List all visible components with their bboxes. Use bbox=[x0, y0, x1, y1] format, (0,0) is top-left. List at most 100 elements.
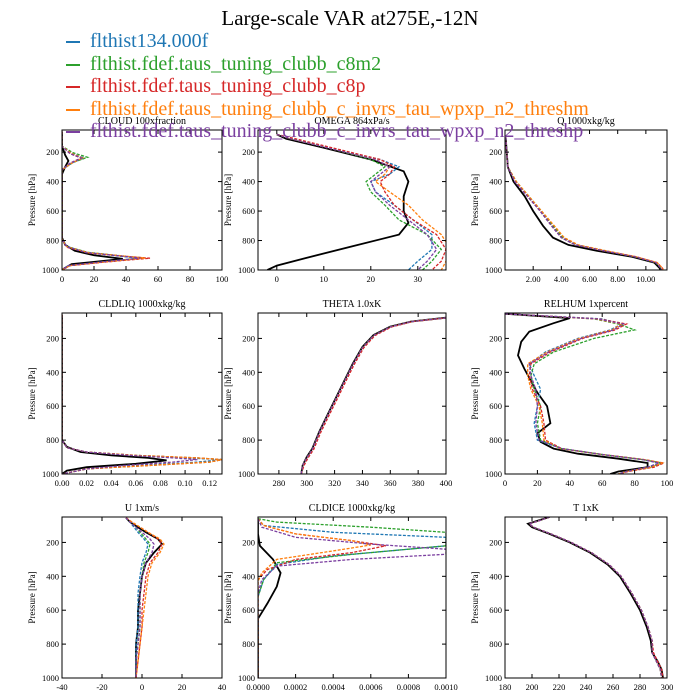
y-tick-label: 600 bbox=[242, 605, 255, 615]
y-tick-label: 800 bbox=[242, 639, 255, 649]
series-group bbox=[62, 314, 222, 474]
series-line bbox=[527, 517, 663, 678]
plot-frame bbox=[61, 129, 223, 271]
plot-frame bbox=[504, 516, 668, 679]
x-tick-label: 20 bbox=[90, 274, 99, 284]
y-tick-label: 200 bbox=[242, 147, 255, 157]
y-tick-label: 600 bbox=[242, 401, 255, 411]
x-tick-label: 0.0010 bbox=[434, 682, 457, 692]
series-line bbox=[276, 133, 446, 270]
x-tick-label: 0 bbox=[503, 478, 507, 488]
panel-title: T 1xK bbox=[573, 503, 599, 514]
series-line bbox=[300, 317, 446, 474]
y-tick-label: 800 bbox=[46, 236, 59, 246]
chart-panel: 0.0000 0.0002 0.0004 0.0006 0.0008 0.0010 200 4… bbox=[223, 503, 458, 692]
y-axis-label: Pressure [hPa] bbox=[470, 367, 480, 419]
plot-frame bbox=[61, 516, 223, 679]
x-tick-label: -20 bbox=[96, 682, 107, 692]
legend-swatch bbox=[66, 86, 80, 89]
x-tick-label: 0.12 bbox=[202, 478, 217, 488]
y-tick-label: 600 bbox=[46, 206, 59, 216]
x-tick-label: 0.02 bbox=[79, 478, 94, 488]
y-axis-label: Pressure [hPa] bbox=[27, 174, 37, 226]
x-tick-label: 60 bbox=[154, 274, 163, 284]
x-tick-label: 0 bbox=[275, 274, 279, 284]
panel-title: CLDLIQ 1000xkg/kg bbox=[99, 299, 186, 310]
y-tick-label: 400 bbox=[242, 571, 255, 581]
series-line bbox=[505, 313, 662, 474]
x-tick-label: 40 bbox=[122, 274, 131, 284]
y-tick-label: 200 bbox=[242, 537, 255, 547]
x-tick-label: 0.00 bbox=[55, 478, 70, 488]
x-tick-label: 0.04 bbox=[104, 478, 120, 488]
legend-label: flthist.fdef.taus_tuning_clubb_c_invrs_t… bbox=[90, 120, 584, 142]
panel-title: RELHUM 1xpercent bbox=[544, 299, 628, 310]
x-tick-label: 380 bbox=[412, 478, 425, 488]
series-line bbox=[258, 518, 446, 678]
chart-panel: 0 20 40 60 80 100 200 400 600 800 1000 Pressure [hP… bbox=[27, 116, 228, 284]
y-tick-label: 200 bbox=[489, 537, 502, 547]
legend-item: flthist.fdef.taus_tuning_clubb_c_invrs_t… bbox=[66, 120, 589, 143]
x-tick-label: 0.0000 bbox=[246, 682, 269, 692]
x-tick-label: 320 bbox=[328, 478, 341, 488]
x-tick-label: 220 bbox=[553, 682, 566, 692]
x-tick-label: 0.10 bbox=[178, 478, 193, 488]
y-tick-label: 200 bbox=[489, 333, 502, 343]
series-group bbox=[300, 316, 446, 474]
x-tick-label: 0.08 bbox=[153, 478, 168, 488]
x-tick-label: 10.00 bbox=[636, 274, 655, 284]
x-tick-label: 340 bbox=[356, 478, 369, 488]
series-line bbox=[300, 316, 446, 474]
legend-label: flthist.fdef.taus_tuning_clubb_c_invrs_t… bbox=[90, 97, 589, 120]
legend-item: flthist.fdef.taus_tuning_clubb_c8m2 bbox=[66, 53, 589, 76]
y-tick-label: 400 bbox=[489, 177, 502, 187]
series-line bbox=[527, 517, 663, 678]
x-tick-label: 0.0008 bbox=[397, 682, 420, 692]
y-axis-label: Pressure [hPa] bbox=[223, 367, 233, 419]
series-line bbox=[62, 131, 123, 270]
series-group bbox=[267, 133, 446, 270]
x-tick-label: 2.00 bbox=[526, 274, 541, 284]
chart-panel: 280 300 320 340 360 380 400 200 400 600 800 1000 Pre… bbox=[223, 299, 452, 488]
y-tick-label: 200 bbox=[46, 333, 59, 343]
x-tick-label: 60 bbox=[598, 478, 607, 488]
legend-label: flthist.fdef.taus_tuning_clubb_c8p bbox=[90, 75, 366, 97]
series-line bbox=[276, 133, 446, 270]
plot-frame bbox=[504, 129, 668, 271]
panel-title: Q 1000xkg/kg bbox=[557, 116, 615, 127]
y-tick-label: 600 bbox=[489, 401, 502, 411]
y-tick-label: 600 bbox=[46, 401, 59, 411]
legend-item: flthist.fdef.taus_tuning_clubb_c_invrs_t… bbox=[66, 98, 589, 121]
x-tick-label: 4.00 bbox=[554, 274, 569, 284]
series-line bbox=[62, 314, 198, 474]
x-tick-label: 400 bbox=[440, 478, 453, 488]
series-line bbox=[62, 314, 222, 474]
series-group bbox=[258, 518, 446, 678]
series-line bbox=[527, 517, 664, 678]
series-line bbox=[125, 517, 155, 678]
series-line bbox=[62, 131, 141, 270]
series-line bbox=[505, 313, 667, 474]
panel-title: CLOUD 100xfraction bbox=[98, 116, 186, 127]
y-tick-label: 1000 bbox=[42, 469, 59, 479]
series-line bbox=[125, 517, 149, 678]
series-line bbox=[125, 517, 163, 678]
series-line bbox=[62, 314, 222, 474]
chart-panel: -40 -20 0 20 40 200 400 600 800 1000 Pressure [hPa… bbox=[27, 503, 226, 692]
y-axis-label: Pressure [hPa] bbox=[27, 571, 37, 623]
y-tick-label: 800 bbox=[46, 639, 59, 649]
y-tick-label: 1000 bbox=[238, 673, 255, 683]
x-tick-label: 80 bbox=[186, 274, 195, 284]
legend-item: flthist134.000f bbox=[66, 30, 589, 53]
series-line bbox=[527, 517, 663, 678]
y-tick-label: 800 bbox=[242, 435, 255, 445]
y-tick-label: 400 bbox=[242, 367, 255, 377]
y-tick-label: 1000 bbox=[42, 673, 59, 683]
x-tick-label: 10 bbox=[320, 274, 329, 284]
x-tick-label: 0 bbox=[140, 682, 144, 692]
y-tick-label: 400 bbox=[46, 571, 59, 581]
y-axis-label: Pressure [hPa] bbox=[223, 571, 233, 623]
series-line bbox=[125, 517, 164, 678]
plot-frame bbox=[257, 129, 447, 271]
